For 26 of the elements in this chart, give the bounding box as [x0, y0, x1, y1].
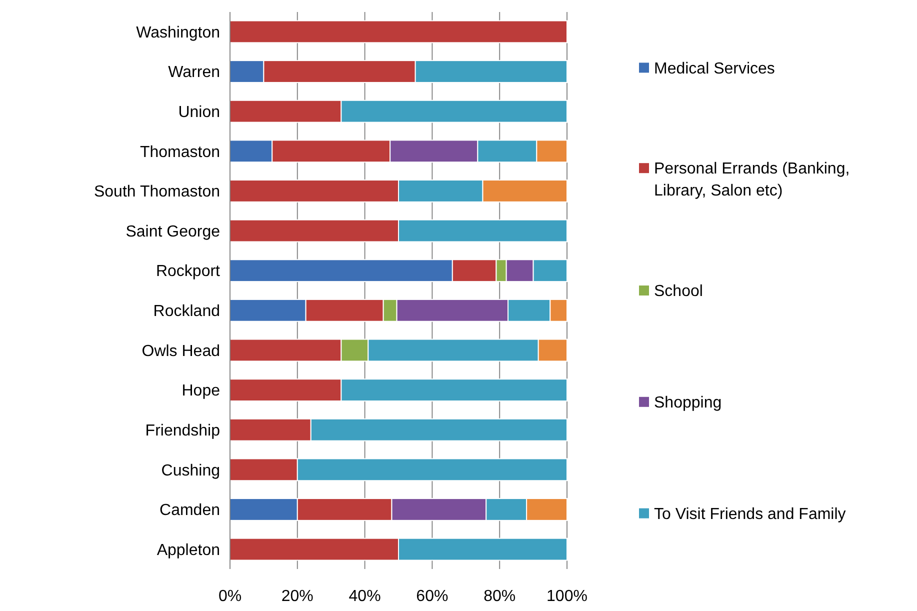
y-tick-label: Warren: [168, 64, 220, 82]
x-tick-label: 80%: [484, 588, 516, 605]
y-tick-label: Rockland: [153, 303, 220, 320]
y-tick-label: Camden: [160, 502, 220, 520]
x-tick-label: 100%: [546, 588, 588, 605]
legend-label: Personal Errands (Banking, Library, Salon etc): [654, 160, 850, 200]
y-tick-label: Thomaston: [140, 144, 220, 161]
legend-label: To Visit Friends and Family: [654, 506, 846, 523]
y-tick-label: Owls Head: [142, 342, 220, 360]
bar: [230, 20, 568, 44]
legend-label: Shopping: [654, 394, 722, 412]
x-tick-label: 0%: [218, 588, 242, 605]
y-tick-label: Saint George: [126, 223, 220, 240]
y-tick-label: Union: [178, 104, 220, 121]
y-tick-label: Cushing: [161, 462, 220, 480]
legend-label: School: [654, 283, 703, 300]
y-tick-label: Appleton: [156, 542, 220, 559]
y-tick-label: Washington: [136, 24, 220, 42]
x-tick-label: 40%: [348, 588, 381, 605]
x-tick-label: 60%: [416, 588, 448, 605]
x-tick-label: 20%: [281, 588, 314, 605]
y-tick-label: Hope: [182, 382, 220, 400]
y-tick-label: Rockport: [156, 263, 221, 280]
y-tick-label: South Thomaston: [94, 184, 220, 201]
y-tick-label: Friendship: [145, 422, 220, 440]
legend-label: Medical Services: [654, 60, 775, 78]
